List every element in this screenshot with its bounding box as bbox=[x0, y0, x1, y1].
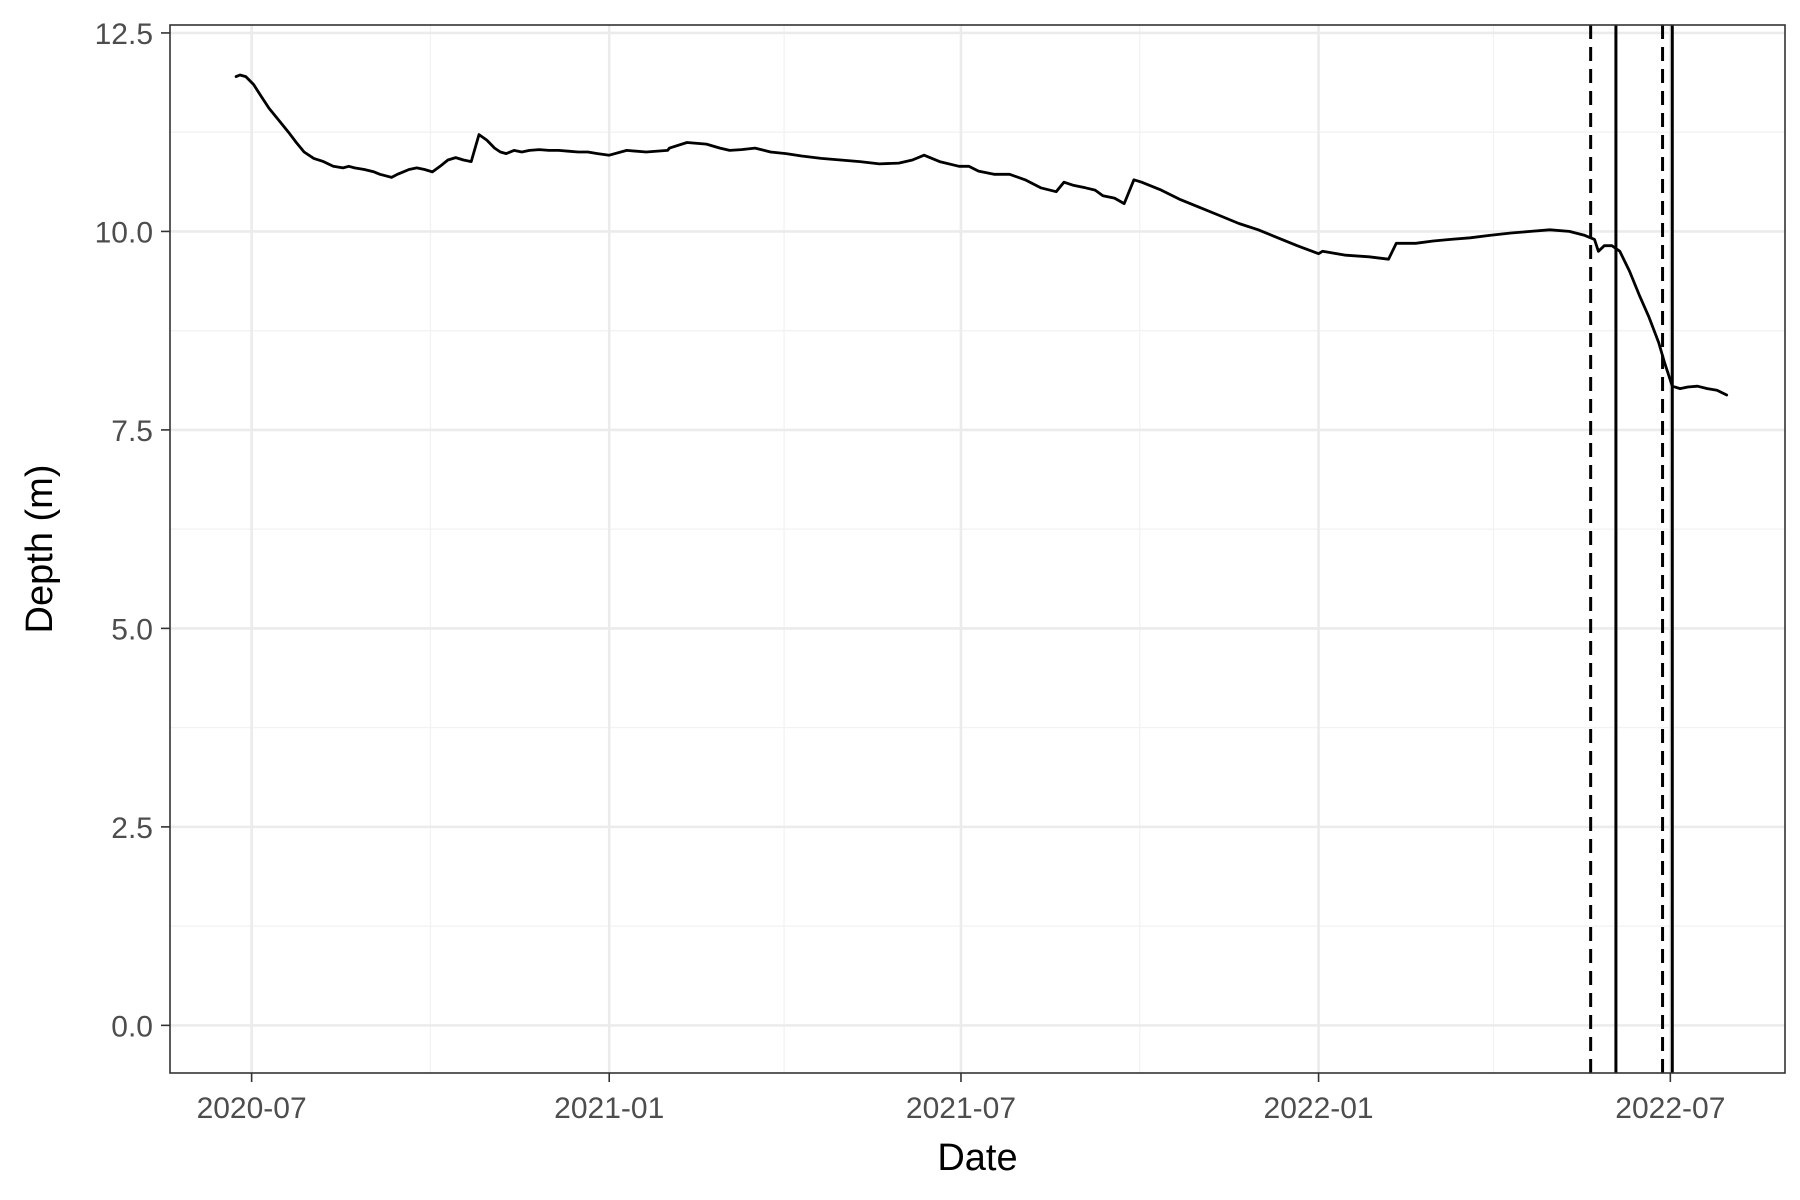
y-tick-label: 5.0 bbox=[111, 613, 153, 646]
reference-lines bbox=[1589, 25, 1674, 1073]
panel-border bbox=[169, 24, 1786, 1074]
x-axis: 2020-07 2021-01 2021-07 2022-01 2022-07 bbox=[197, 1073, 1725, 1125]
y-tick-label: 10.0 bbox=[95, 216, 153, 249]
y-tick-label: 0.0 bbox=[111, 1010, 153, 1043]
major-gridlines bbox=[170, 25, 1785, 1073]
y-tick-label: 12.5 bbox=[95, 18, 153, 51]
y-axis: 0.0 2.5 5.0 7.5 10.0 12.5 bbox=[95, 18, 170, 1043]
y-tick-label: 2.5 bbox=[111, 812, 153, 845]
series-layer bbox=[234, 73, 1729, 397]
x-tick-label: 2020-07 bbox=[197, 1092, 307, 1125]
minor-gridlines bbox=[170, 25, 1785, 1073]
y-axis-title: Depth (m) bbox=[19, 465, 61, 634]
x-tick-label: 2021-01 bbox=[554, 1092, 664, 1125]
depth-series-line bbox=[234, 73, 1729, 397]
x-axis-title: Date bbox=[937, 1137, 1017, 1179]
y-tick-label: 7.5 bbox=[111, 415, 153, 448]
x-tick-label: 2021-07 bbox=[906, 1092, 1016, 1125]
x-tick-label: 2022-07 bbox=[1615, 1092, 1725, 1125]
x-tick-label: 2022-01 bbox=[1264, 1092, 1374, 1125]
